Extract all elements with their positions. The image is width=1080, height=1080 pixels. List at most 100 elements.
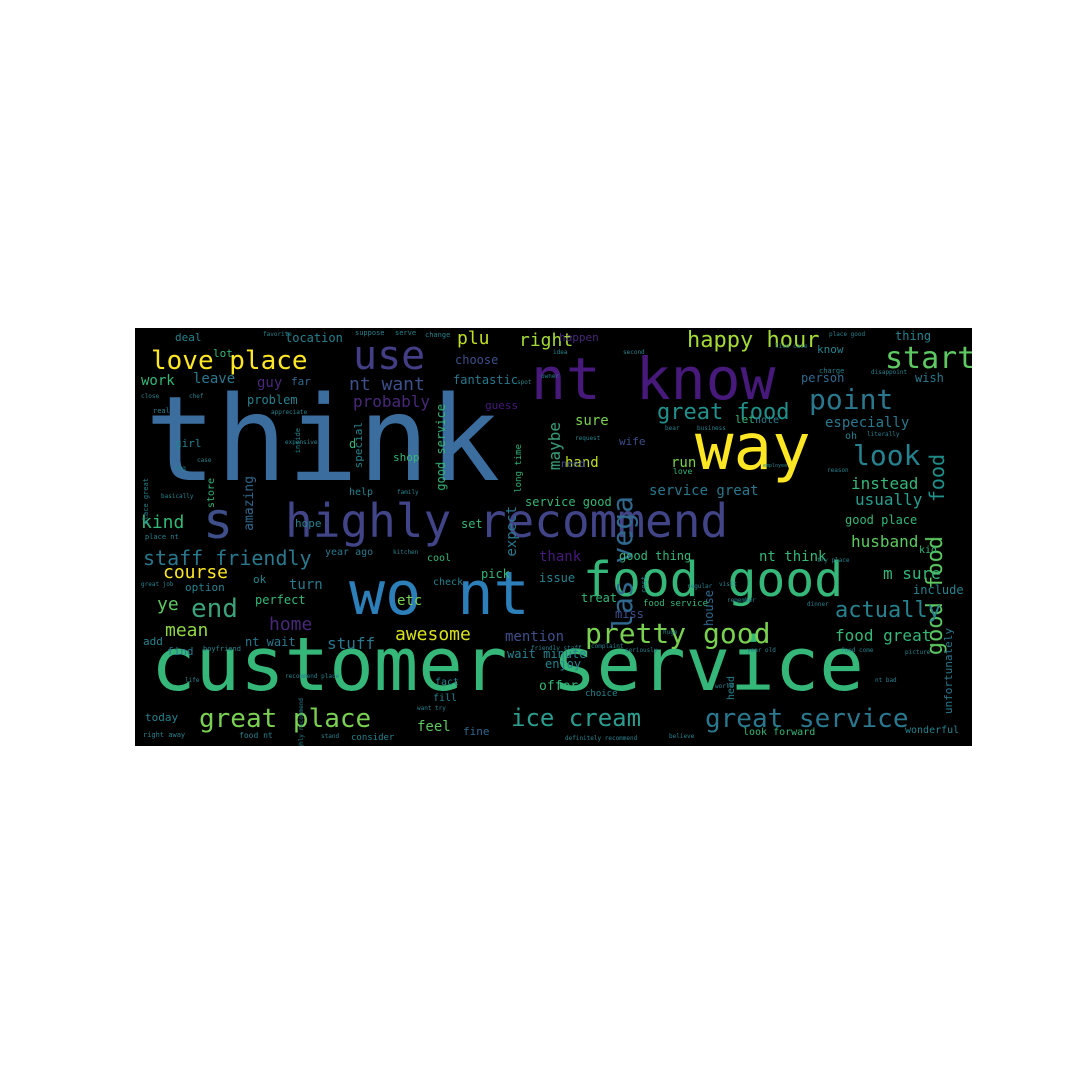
word-serve: serve — [395, 329, 417, 337]
word-cost: cost — [640, 576, 648, 593]
word-year-ago: year ago — [325, 547, 374, 558]
word-cloud: think customer service nt know way highly re… — [135, 328, 972, 746]
word-choose: choose — [455, 353, 499, 367]
word-believe: believe — [669, 733, 695, 740]
word-choice: choice — [585, 689, 618, 699]
word-plu: plu — [457, 328, 490, 349]
word-girl: girl — [175, 437, 202, 450]
word-especially: especially — [825, 415, 910, 431]
word-staff-friendly: staff friendly — [143, 546, 312, 570]
word-pick: pick — [481, 567, 510, 581]
word-appreciate: appreciate — [271, 409, 308, 416]
word-food-nt: food nt — [239, 731, 273, 740]
word-right: right — [519, 330, 574, 351]
word-seriously: seriously — [625, 647, 658, 654]
word-wo-nt: wo nt — [349, 559, 530, 629]
word-good-service: good service — [434, 404, 448, 491]
word-feel: feel — [417, 719, 451, 735]
word-sure: sure — [575, 413, 609, 429]
word-husband: husband — [851, 532, 919, 551]
word-thing: thing — [895, 329, 932, 343]
word-option: option — [185, 581, 225, 594]
word-good-place: good place — [845, 513, 918, 527]
word-change: change — [425, 331, 451, 339]
word-turn: turn — [289, 577, 323, 593]
word-awesome: awesome — [395, 624, 471, 645]
word-course: course — [163, 562, 229, 583]
word-suppose: suppose — [355, 329, 385, 337]
word-run: run — [671, 455, 697, 471]
word-wife: wife — [619, 435, 646, 448]
word-kind: kind — [141, 512, 185, 533]
word-place-great: place great — [142, 478, 150, 525]
word-expect: expect — [504, 506, 520, 557]
word-start: start — [885, 341, 972, 376]
word-hand: hand — [565, 455, 599, 471]
word-hope: hope — [295, 517, 322, 530]
word-live-case: live case — [775, 343, 808, 350]
word-nt-bad: nt bad — [875, 677, 897, 684]
word-food-great: food great — [835, 626, 932, 645]
word-favorite: favorite — [263, 331, 292, 338]
word-bear: bear — [665, 425, 680, 432]
word-charge: charge — [819, 367, 845, 375]
word-work: work — [141, 373, 175, 389]
word-food-service: food service — [643, 599, 709, 609]
word-enjoy: enjoy — [545, 657, 582, 671]
word-place-good: place good — [829, 331, 866, 338]
word-cool: cool — [427, 553, 452, 564]
word-check: check — [433, 577, 464, 588]
word-disappoint: disappoint — [871, 369, 908, 376]
word-oh: oh — [845, 431, 858, 442]
word-great-job: great job — [141, 581, 174, 588]
word-business: business — [697, 425, 726, 432]
word-include: include — [913, 583, 964, 597]
word-guess: guess — [485, 399, 519, 412]
word-highly-recommend: highly recommend — [285, 494, 729, 548]
word-life: life — [185, 677, 200, 684]
word-perfect: perfect — [255, 593, 306, 607]
word-idea: idea — [553, 349, 568, 356]
word-add: add — [143, 635, 163, 648]
word-store: store — [206, 478, 217, 509]
word-reason: reason — [827, 467, 849, 474]
word-basically: basically — [161, 493, 194, 500]
word-long-time: long time — [514, 444, 524, 493]
word-stand: stand — [321, 733, 340, 740]
word-happy-hour: happy hour — [687, 328, 820, 353]
word-person: person — [801, 371, 845, 385]
word-way: way — [695, 411, 811, 485]
word-d: d — [349, 437, 357, 451]
word-fantastic: fantastic — [453, 373, 519, 387]
word-set: set — [461, 517, 483, 531]
word-boyfriend: boyfriend — [203, 645, 241, 653]
word-service-good: service good — [525, 495, 612, 509]
word-miss: miss — [615, 607, 644, 621]
word-mean: mean — [165, 620, 209, 641]
word-friendly-staff: friendly staff — [531, 645, 582, 652]
word-definitely-recommend: definitely recommend — [565, 735, 638, 742]
word-complaint: complaint — [591, 643, 624, 650]
word-world: world — [715, 683, 734, 690]
word-mention: mention — [505, 629, 565, 645]
word-shop: shop — [393, 451, 420, 464]
word-deal: deal — [175, 331, 202, 344]
word-recommend-place: recommend place — [285, 673, 340, 680]
word-wonderful: wonderful — [905, 725, 960, 736]
word-nt-wait: nt wait — [245, 635, 296, 649]
word-usually: usually — [855, 490, 923, 509]
word-expensive: expensive — [285, 439, 318, 446]
word-request: request — [575, 435, 601, 442]
word-find: find — [167, 645, 194, 658]
word-love: love — [673, 467, 693, 476]
word-close: close — [141, 393, 160, 400]
word-right-away: right away — [143, 731, 186, 739]
word-regular: regular — [687, 583, 713, 590]
word-etc: etc — [397, 593, 423, 609]
word-nt-know: nt know — [531, 345, 776, 413]
word-highly-recommend-small: highly recommend — [298, 698, 305, 746]
word-instead: instead — [851, 474, 919, 493]
word-today: today — [145, 711, 179, 724]
word-chef: chef — [189, 393, 204, 400]
word-second: second — [623, 349, 645, 356]
